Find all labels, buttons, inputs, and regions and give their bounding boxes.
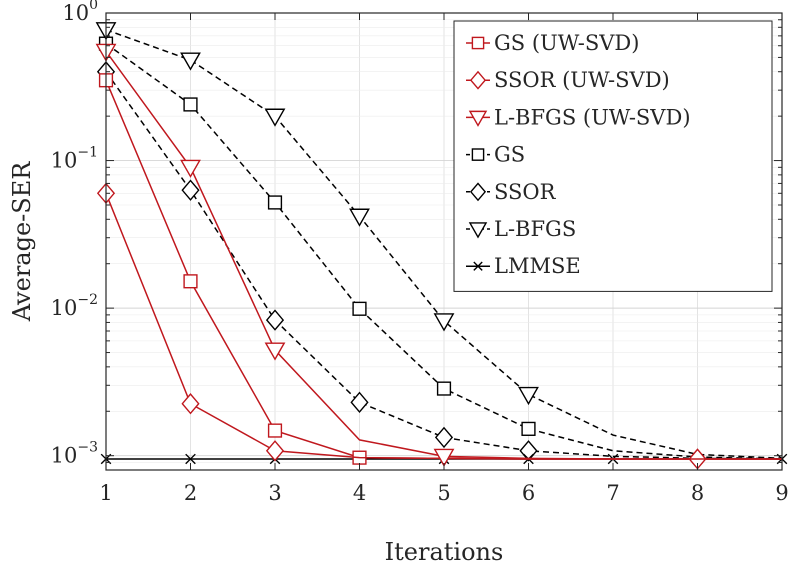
data-point	[267, 195, 283, 210]
x-tick-label: 4	[353, 481, 366, 505]
data-point	[433, 313, 455, 332]
data-point	[185, 453, 196, 465]
legend-marker	[473, 261, 483, 271]
data-point	[265, 309, 285, 331]
x-tick-label: 5	[437, 481, 450, 505]
y-axis-label: Average-SER	[8, 161, 36, 323]
y-tick-exponent: 0	[89, 0, 98, 13]
legend-label: L-BFGS	[494, 217, 576, 241]
y-tick-exponent: −1	[77, 145, 98, 161]
data-point	[183, 97, 198, 112]
x-tick-label: 8	[691, 481, 704, 505]
legend-label: SSOR (UW-SVD)	[494, 68, 670, 92]
y-tick-label: 10−2	[51, 292, 98, 320]
legend: GS (UW-SVD) SSOR (UW-SVD) L-BFGS (UW-SVD) G…	[453, 20, 773, 292]
legend-marker	[468, 110, 488, 127]
x-axis-label: Iterations	[385, 538, 504, 566]
legend-label: L-BFGS (UW-SVD)	[494, 105, 691, 129]
data-point	[264, 108, 286, 127]
data-point	[349, 208, 370, 227]
x-tick-label: 6	[522, 481, 535, 505]
axis-ticks	[105, 12, 783, 471]
data-point	[183, 274, 198, 289]
data-point	[180, 159, 201, 178]
legend-marker	[468, 222, 488, 239]
legend-label: GS (UW-SVD)	[494, 31, 639, 55]
legend-label: GS	[494, 143, 525, 167]
data-point	[181, 179, 200, 201]
x-tick-label: 9	[775, 481, 788, 505]
data-point	[350, 391, 369, 414]
data-point	[352, 301, 367, 316]
data-point	[518, 386, 539, 406]
y-tick-exponent: −3	[77, 440, 98, 456]
y-tick-label: 100	[62, 0, 98, 25]
data-point	[267, 423, 283, 438]
y-tick-label: 10−1	[51, 145, 98, 173]
data-point	[264, 342, 286, 361]
x-tick-label: 1	[99, 481, 112, 505]
data-point	[521, 421, 536, 436]
legend-label: SSOR	[494, 180, 557, 204]
series-line	[105, 29, 783, 460]
data-point	[180, 52, 201, 71]
data-point	[434, 426, 454, 449]
legend-marker	[469, 182, 487, 202]
y-tick-label: 10−3	[51, 440, 98, 468]
legend-label: LMMSE	[494, 254, 581, 278]
x-tick-label: 3	[268, 481, 281, 505]
series-group	[95, 22, 788, 470]
legend-marker	[469, 70, 487, 90]
x-tick-label: 2	[184, 481, 197, 505]
legend-marker	[471, 36, 485, 50]
legend-box	[453, 20, 773, 292]
tick-labels: 1 2 3 4 5 6 7 8 9 100 10−1 10−2 10−3	[51, 0, 789, 505]
y-tick-exponent: −2	[77, 292, 98, 308]
data-point	[181, 393, 200, 415]
data-point	[436, 381, 452, 396]
data-point	[265, 440, 285, 462]
x-tick-label: 7	[606, 481, 619, 505]
legend-marker	[471, 148, 485, 161]
data-point	[433, 448, 455, 467]
